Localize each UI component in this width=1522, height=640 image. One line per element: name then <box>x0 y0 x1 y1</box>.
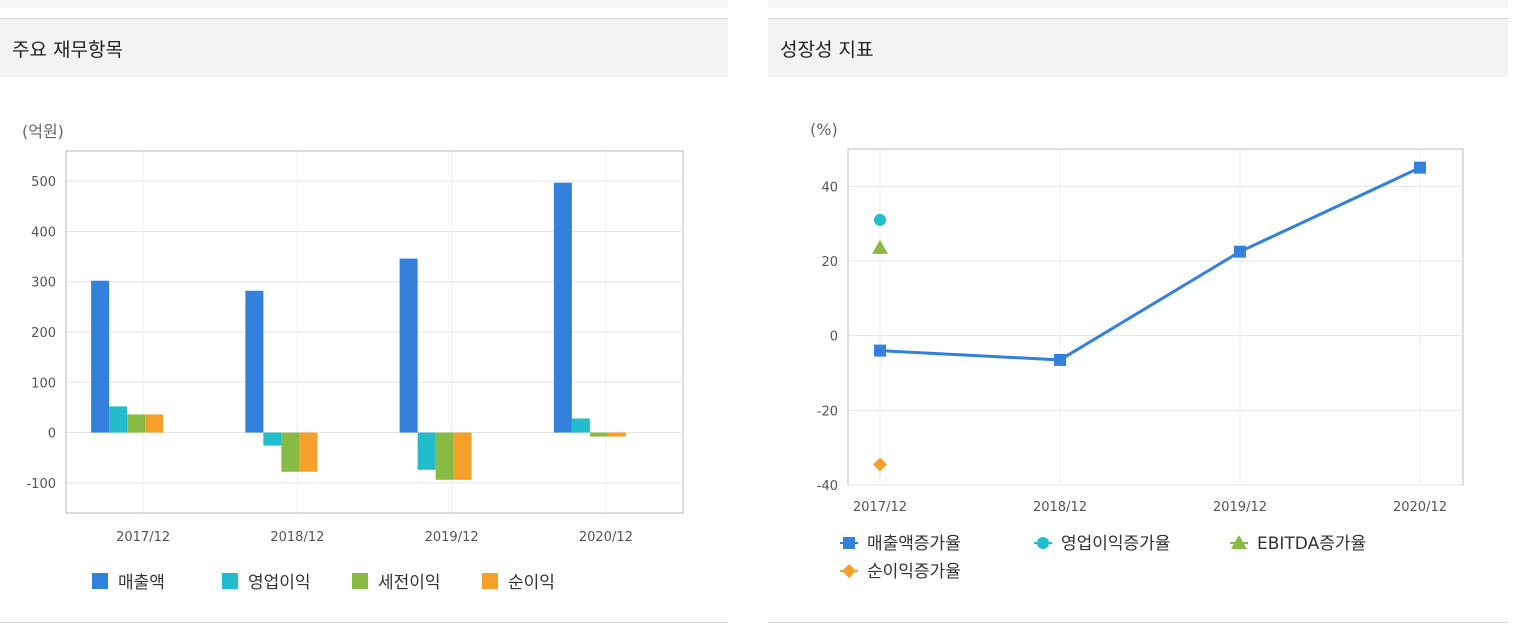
x-tick-label: 2020/12 <box>1393 500 1447 515</box>
bar-매출액 <box>399 258 418 433</box>
legend-label: 매출액증가율 <box>867 534 961 554</box>
x-tick-label: 2017/12 <box>116 530 170 545</box>
y-tick-label: 0 <box>48 427 56 442</box>
top-strip-left <box>0 0 728 8</box>
financial-items-panel: 주요 재무항목 (억원) 500 400 300 200 100 0 -100 2017/12 2… <box>0 18 728 623</box>
point-매출액증가율 <box>1054 353 1066 366</box>
bar-세전이익 <box>435 432 454 480</box>
bar-영업이익 <box>417 432 436 470</box>
legend-label: EBITDA증가율 <box>1257 534 1366 554</box>
legend-marker <box>1037 537 1049 549</box>
bar-매출액 <box>245 290 264 433</box>
point-매출액증가율 <box>1414 161 1426 174</box>
y-tick-label: -40 <box>817 479 838 494</box>
x-tick-label: 2017/12 <box>853 500 907 515</box>
legend-label: 영업이익 <box>248 573 311 593</box>
point-영업이익증가율 <box>874 213 886 226</box>
legend-swatch <box>92 573 108 589</box>
y-tick-label: 500 <box>31 175 56 190</box>
y-tick-label: 200 <box>31 326 56 341</box>
legend-label: 세전이익 <box>378 573 441 593</box>
financial-items-chart: (억원) 500 400 300 200 100 0 -100 2017/12 2018/12 20… <box>22 122 684 593</box>
legend-label: 순이익 <box>508 573 555 593</box>
bar-매출액 <box>91 280 110 433</box>
bar-세전이익 <box>589 432 608 437</box>
legend-swatch <box>352 573 368 589</box>
legend-label: 매출액 <box>118 573 165 593</box>
point-매출액증가율 <box>874 344 886 357</box>
y-tick-label: 100 <box>31 376 56 391</box>
y-tick-label: 0 <box>830 330 838 345</box>
point-매출액증가율 <box>1234 245 1246 258</box>
bar-세전이익 <box>281 432 300 472</box>
x-tick-label: 2019/12 <box>425 530 479 545</box>
x-tick-label: 2019/12 <box>1213 500 1267 515</box>
legend-marker <box>843 537 855 549</box>
growth-indicators-panel: 성장성 지표 (%) 40 20 0 -20 -40 2017/12 2018/12 2019/… <box>768 18 1508 623</box>
y-tick-label: 300 <box>31 276 56 291</box>
y-tick-label: 40 <box>821 180 838 195</box>
bar-순이익 <box>607 432 626 437</box>
point-순이익증가율 <box>873 457 887 472</box>
series-line-매출액증가율 <box>879 166 1421 362</box>
y-tick-label: -100 <box>26 477 56 492</box>
growth-indicators-chart: (%) 40 20 0 -20 -40 2017/12 2018/12 2019/12 2020/… <box>810 120 1464 582</box>
x-tick-label: 2018/12 <box>1033 500 1087 515</box>
bar-순이익 <box>145 414 164 433</box>
legend-label: 순이익증가율 <box>867 562 961 582</box>
y-unit-label: (%) <box>810 120 838 139</box>
y-tick-label: -20 <box>817 404 838 419</box>
legend-swatch <box>482 573 498 589</box>
bar-순이익 <box>453 432 472 480</box>
bar-세전이익 <box>127 414 146 433</box>
bar-영업이익 <box>109 406 128 433</box>
y-tick-label: 20 <box>821 255 838 270</box>
legend-label: 영업이익증가율 <box>1061 534 1170 554</box>
legend-swatch <box>222 573 238 589</box>
legend-marker <box>1231 535 1247 549</box>
bar-순이익 <box>299 432 318 472</box>
y-unit-label: (억원) <box>22 122 64 141</box>
bar-매출액 <box>553 182 572 433</box>
x-tick-label: 2018/12 <box>270 530 324 545</box>
top-strip-right <box>768 0 1508 8</box>
financial-items-title: 주요 재무항목 <box>0 19 728 77</box>
x-tick-label: 2020/12 <box>579 530 633 545</box>
legend-marker <box>842 564 856 578</box>
point-EBITDA증가율 <box>872 239 888 254</box>
bar-영업이익 <box>263 432 282 446</box>
bar-영업이익 <box>571 418 590 433</box>
y-tick-label: 400 <box>31 225 56 240</box>
growth-indicators-title: 성장성 지표 <box>768 19 1508 77</box>
plot-area <box>847 148 1464 486</box>
